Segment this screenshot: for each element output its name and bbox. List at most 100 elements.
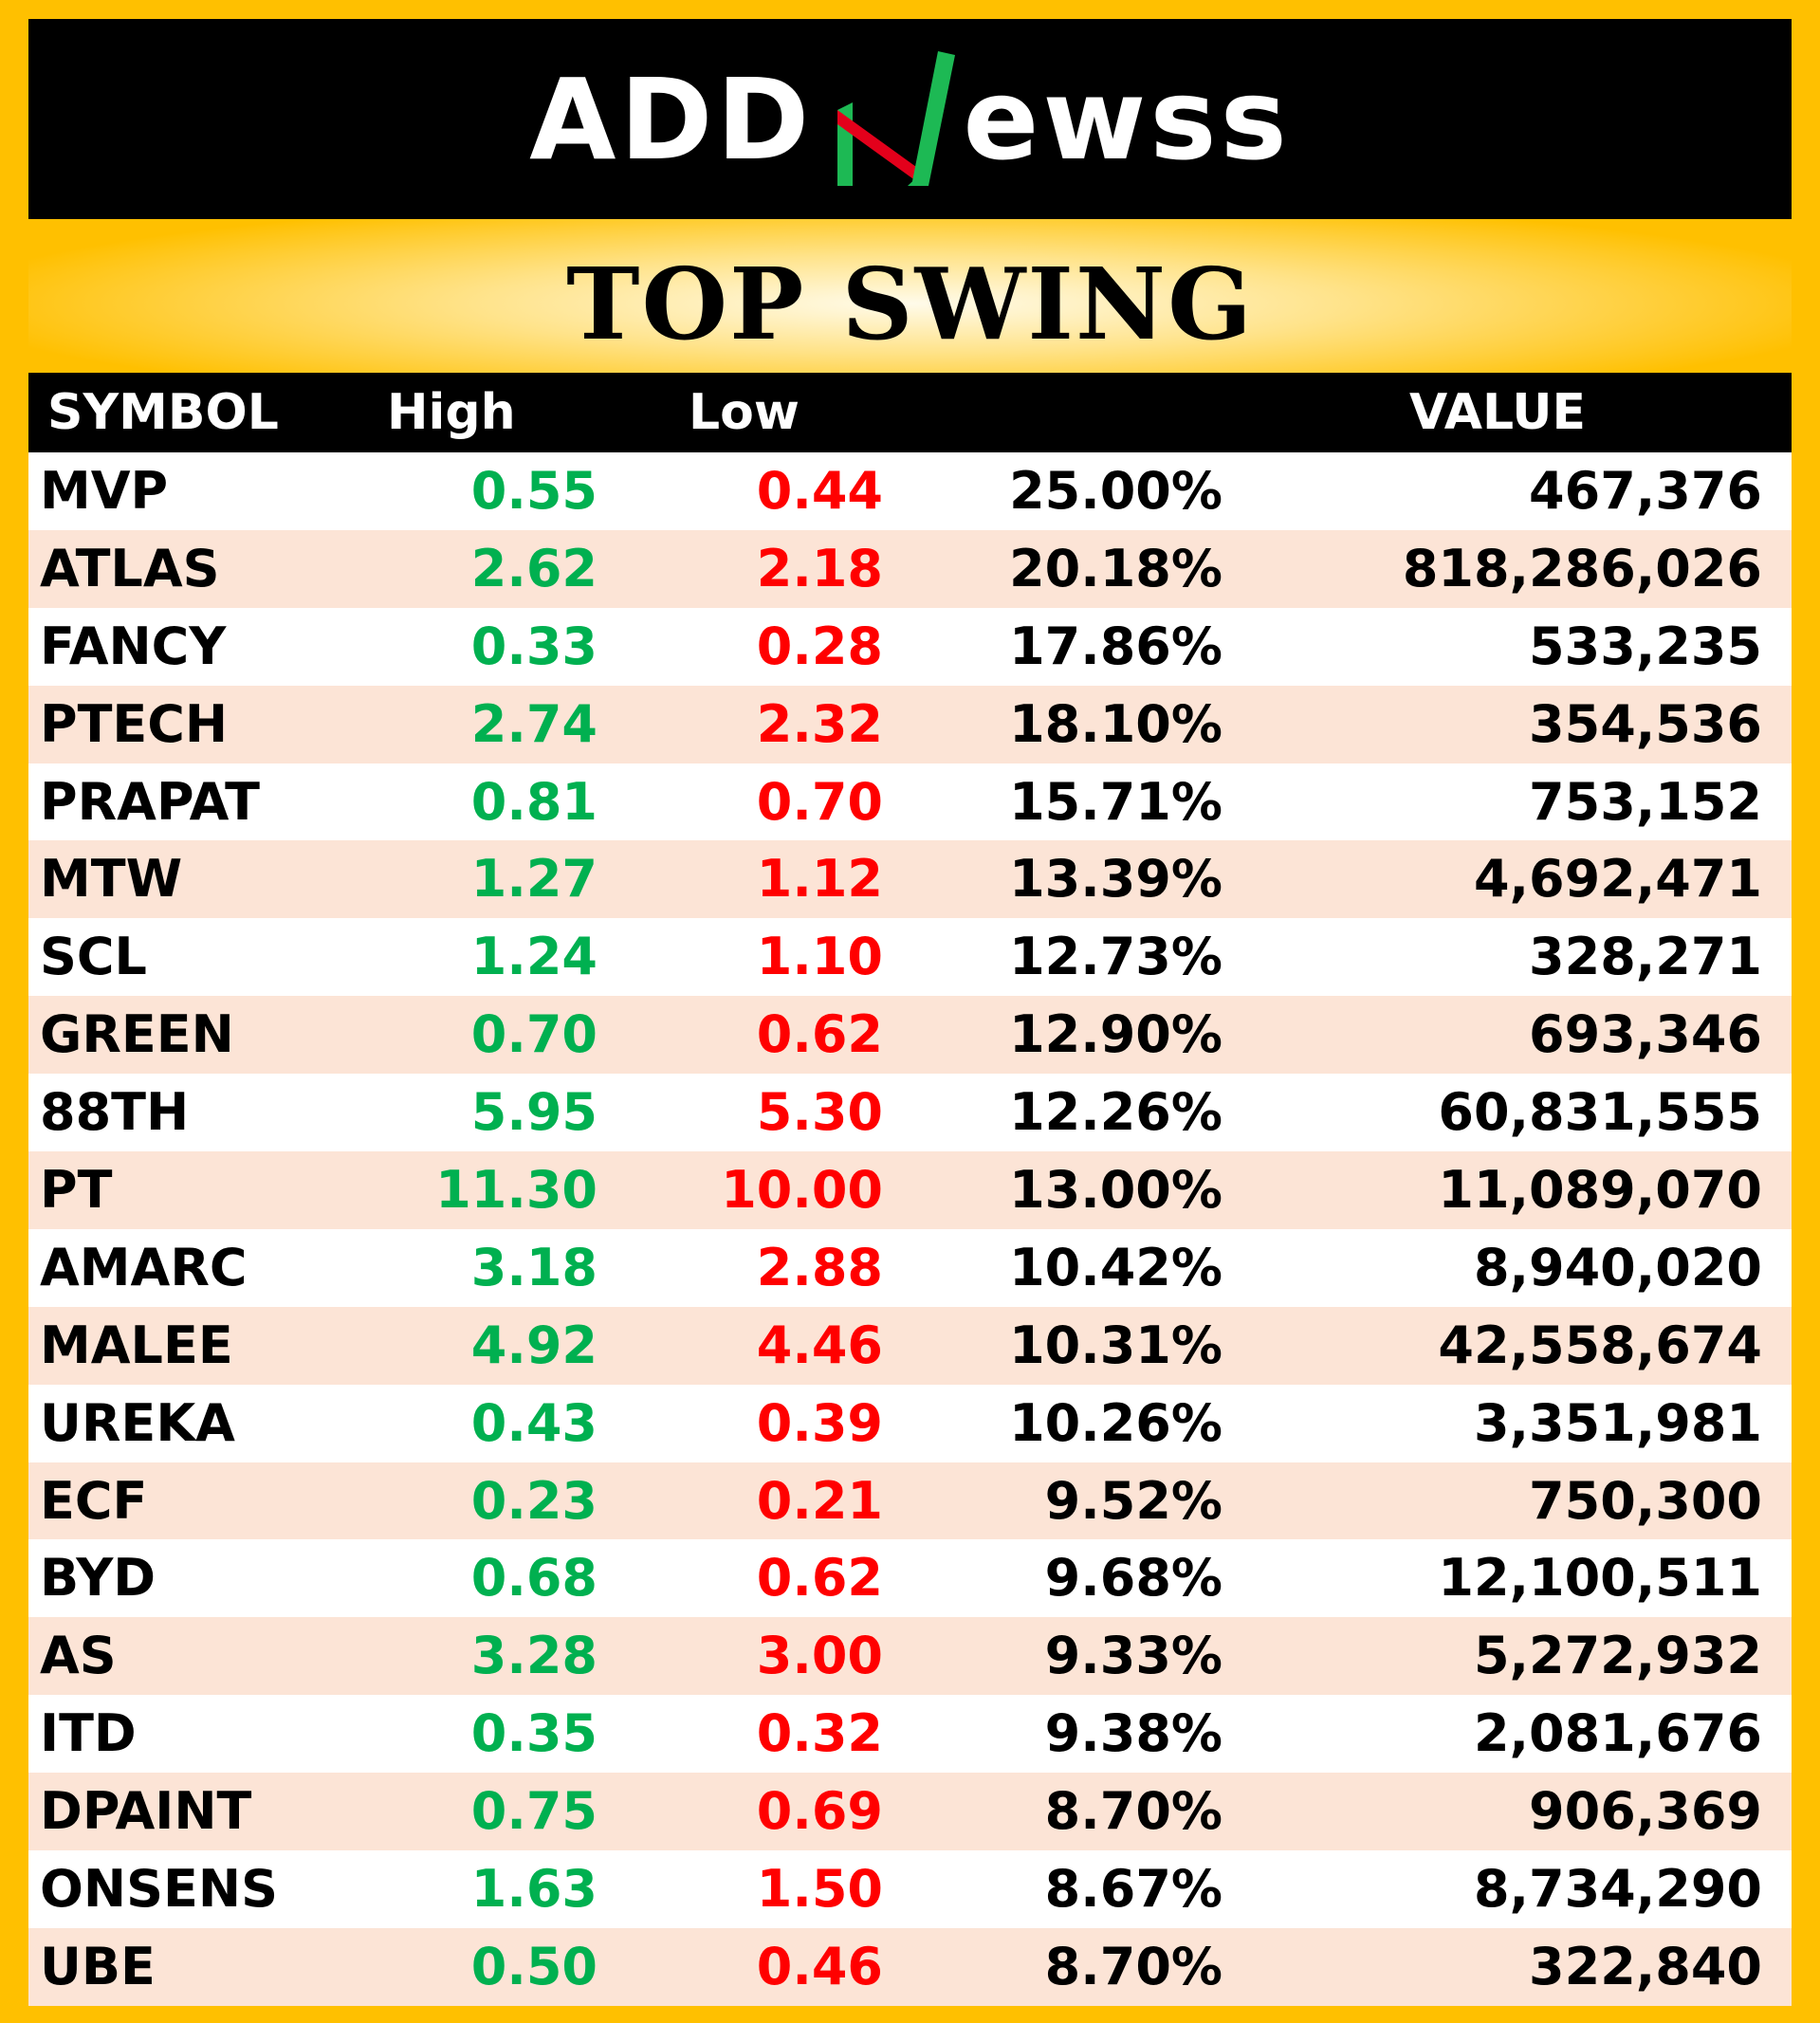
- cell-symbol: ITD: [40, 1703, 137, 1764]
- cell-high: 1.63: [470, 1859, 597, 1920]
- cell-high: 0.35: [470, 1703, 597, 1764]
- cell-high: 0.70: [470, 1004, 597, 1065]
- cell-value: 12,100,511: [1438, 1548, 1762, 1609]
- cell-pct: 12.26%: [1009, 1082, 1223, 1143]
- cell-pct: 9.33%: [1044, 1626, 1223, 1686]
- cell-symbol: MALEE: [40, 1315, 233, 1375]
- table-row: ATLAS 2.62 2.18 20.18% 818,286,026: [28, 529, 1792, 608]
- cell-pct: 8.70%: [1044, 1936, 1223, 1996]
- table-row: MTW 1.27 1.12 13.39% 4,692,471: [28, 840, 1792, 919]
- cell-pct: 13.39%: [1009, 849, 1223, 910]
- table-row: SCL 1.24 1.10 12.73% 328,271: [28, 918, 1792, 997]
- cell-high: 5.95: [470, 1082, 597, 1143]
- cell-high: 0.68: [470, 1548, 597, 1609]
- cell-high: 1.24: [470, 927, 597, 987]
- header-symbol: SYMBOL: [47, 384, 279, 441]
- cell-pct: 25.00%: [1009, 461, 1223, 521]
- addnewss-logo: ADD ewss: [529, 48, 1291, 191]
- cell-pct: 10.26%: [1009, 1392, 1223, 1453]
- cell-symbol: UBE: [40, 1936, 156, 1996]
- cell-value: 467,376: [1529, 461, 1762, 521]
- cell-low: 0.39: [756, 1392, 883, 1453]
- table-header: SYMBOL High Low VALUE: [28, 373, 1792, 452]
- cell-low: 4.46: [756, 1315, 883, 1375]
- table-row: PRAPAT 0.81 0.70 15.71% 753,152: [28, 763, 1792, 841]
- cell-high: 0.55: [470, 461, 597, 521]
- table-row: MALEE 4.92 4.46 10.31% 42,558,674: [28, 1306, 1792, 1385]
- table-row: DPAINT 0.75 0.69 8.70% 906,369: [28, 1773, 1792, 1851]
- cell-value: 818,286,026: [1402, 538, 1762, 598]
- table-row: ECF 0.23 0.21 9.52% 750,300: [28, 1462, 1792, 1540]
- cell-pct: 10.42%: [1009, 1237, 1223, 1297]
- cell-low: 0.62: [756, 1548, 883, 1609]
- cell-pct: 8.70%: [1044, 1781, 1223, 1842]
- cell-value: 693,346: [1529, 1004, 1762, 1065]
- cell-low: 1.50: [756, 1859, 883, 1920]
- cell-value: 322,840: [1529, 1936, 1762, 1996]
- cell-value: 750,300: [1529, 1470, 1762, 1531]
- page-title: TOP SWING: [566, 245, 1254, 362]
- cell-high: 3.18: [470, 1237, 597, 1297]
- logo-text-left: ADD: [529, 53, 814, 185]
- cell-symbol: PTECH: [40, 693, 229, 754]
- cell-high: 0.23: [470, 1470, 597, 1531]
- cell-value: 354,536: [1529, 693, 1762, 754]
- cell-low: 5.30: [756, 1082, 883, 1143]
- cell-low: 0.46: [756, 1936, 883, 1996]
- cell-low: 0.70: [756, 771, 883, 832]
- cell-pct: 18.10%: [1009, 693, 1223, 754]
- table-row: AS 3.28 3.00 9.33% 5,272,932: [28, 1617, 1792, 1696]
- table-row: MVP 0.55 0.44 25.00% 467,376: [28, 452, 1792, 530]
- title-band: TOP SWING: [28, 219, 1792, 373]
- cell-pct: 9.38%: [1044, 1703, 1223, 1764]
- cell-value: 533,235: [1529, 616, 1762, 676]
- header-high: High: [387, 384, 516, 441]
- cell-value: 60,831,555: [1438, 1082, 1762, 1143]
- cell-low: 0.28: [756, 616, 883, 676]
- cell-high: 2.74: [470, 693, 597, 754]
- cell-pct: 10.31%: [1009, 1315, 1223, 1375]
- logo-text-right: ewss: [963, 53, 1291, 185]
- cell-pct: 13.00%: [1009, 1160, 1223, 1221]
- cell-pct: 20.18%: [1009, 538, 1223, 598]
- cell-symbol: PT: [40, 1160, 113, 1221]
- cell-symbol: UREKA: [40, 1392, 235, 1453]
- cell-pct: 12.73%: [1009, 927, 1223, 987]
- cell-symbol: AMARC: [40, 1237, 248, 1297]
- cell-high: 1.27: [470, 849, 597, 910]
- cell-symbol: ONSENS: [40, 1859, 278, 1920]
- cell-pct: 15.71%: [1009, 771, 1223, 832]
- table-row: GREEN 0.70 0.62 12.90% 693,346: [28, 996, 1792, 1075]
- cell-high: 0.43: [470, 1392, 597, 1453]
- cell-high: 0.33: [470, 616, 597, 676]
- cell-low: 10.00: [721, 1160, 883, 1221]
- cell-value: 11,089,070: [1438, 1160, 1762, 1221]
- table-row: AMARC 3.18 2.88 10.42% 8,940,020: [28, 1228, 1792, 1307]
- cell-value: 4,692,471: [1473, 849, 1762, 910]
- cell-symbol: ECF: [40, 1470, 148, 1531]
- cell-high: 3.28: [470, 1626, 597, 1686]
- cell-low: 2.32: [756, 693, 883, 754]
- table-row: ONSENS 1.63 1.50 8.67% 8,734,290: [28, 1850, 1792, 1928]
- cell-symbol: GREEN: [40, 1004, 234, 1065]
- table-row: UREKA 0.43 0.39 10.26% 3,351,981: [28, 1384, 1792, 1462]
- cell-symbol: DPAINT: [40, 1781, 252, 1842]
- cell-low: 0.32: [756, 1703, 883, 1764]
- cell-low: 0.21: [756, 1470, 883, 1531]
- cell-pct: 9.52%: [1044, 1470, 1223, 1531]
- cell-symbol: BYD: [40, 1548, 156, 1609]
- cell-low: 3.00: [756, 1626, 883, 1686]
- cell-low: 0.69: [756, 1781, 883, 1842]
- cell-symbol: MVP: [40, 461, 169, 521]
- cell-high: 0.81: [470, 771, 597, 832]
- cell-value: 5,272,932: [1473, 1626, 1762, 1686]
- table-body: MVP 0.55 0.44 25.00% 467,376 ATLAS 2.62 …: [28, 452, 1792, 2006]
- cell-value: 906,369: [1529, 1781, 1762, 1842]
- table-row: PTECH 2.74 2.32 18.10% 354,536: [28, 685, 1792, 763]
- table-row: BYD 0.68 0.62 9.68% 12,100,511: [28, 1539, 1792, 1618]
- brand-header: ADD ewss: [28, 19, 1792, 219]
- cell-high: 2.62: [470, 538, 597, 598]
- cell-value: 8,734,290: [1473, 1859, 1762, 1920]
- cell-value: 753,152: [1529, 771, 1762, 832]
- table-row: ITD 0.35 0.32 9.38% 2,081,676: [28, 1695, 1792, 1774]
